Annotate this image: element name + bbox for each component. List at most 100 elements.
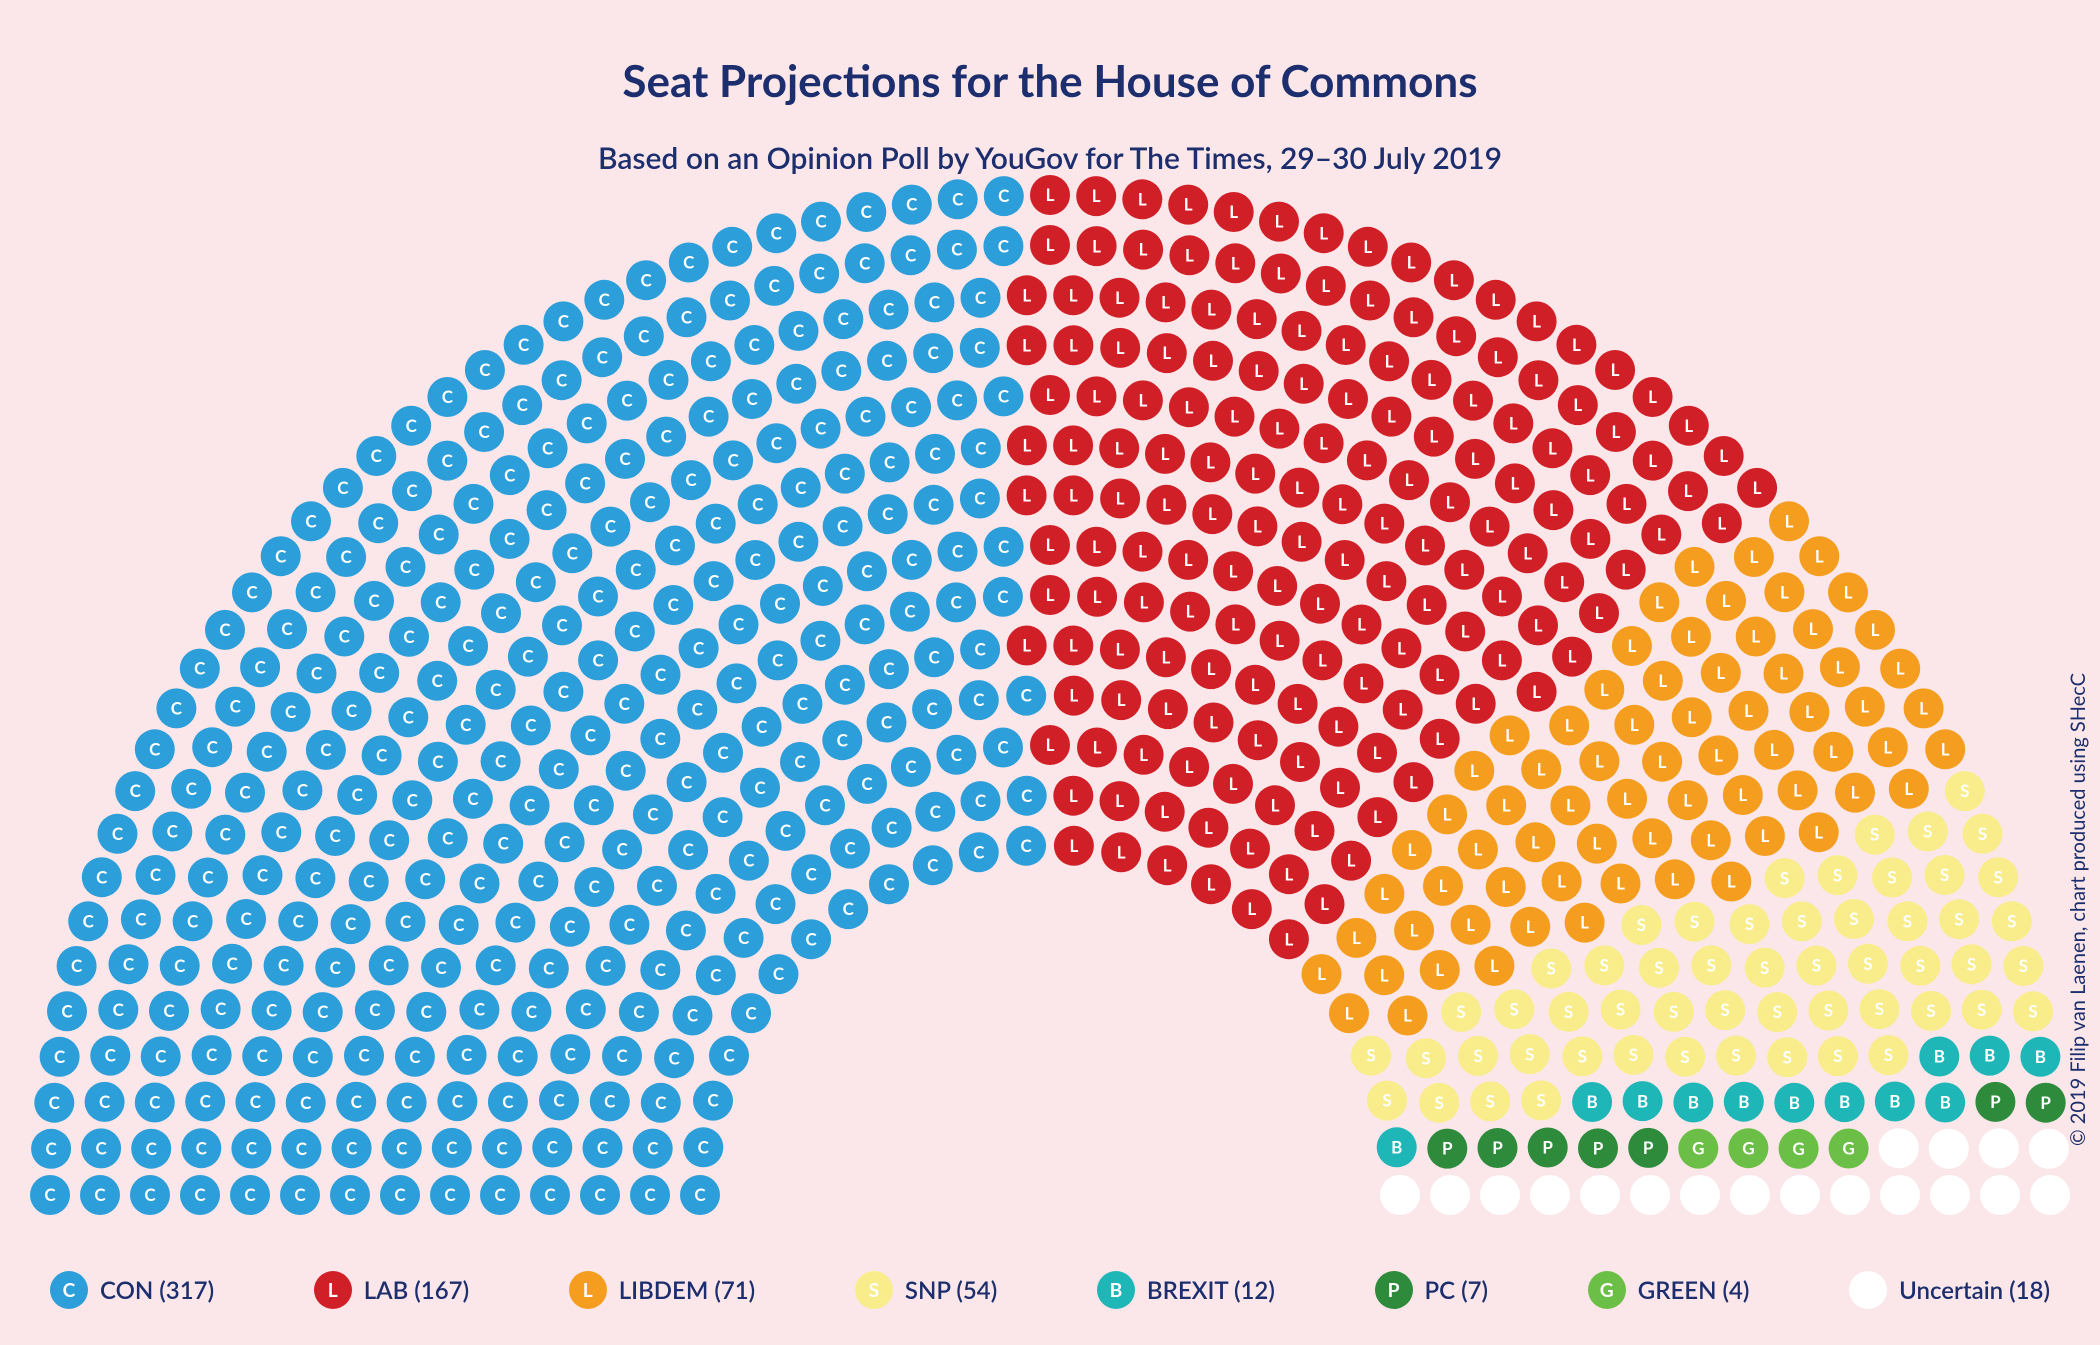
seat-label: L (1716, 662, 1725, 683)
seat-label: L (1380, 883, 1389, 904)
seat-label: L (1568, 646, 1577, 667)
seat-label: L (1595, 602, 1604, 623)
seat-label: C (226, 953, 238, 974)
legend-swatch-pc: P (1375, 1271, 1413, 1309)
seat-label: C (383, 955, 395, 976)
seat-label: S (1690, 911, 1699, 932)
seat-label: C (795, 477, 807, 498)
seat-label: C (194, 658, 206, 679)
legend-swatch-brexit: B (1097, 1271, 1135, 1309)
seat-label: C (681, 771, 693, 792)
legend-item-uncertain: Uncertain (18) (1849, 1271, 2050, 1309)
seat-label: L (1586, 464, 1595, 485)
seat-label: B (1738, 1091, 1749, 1112)
seat-label: L (1919, 698, 1928, 719)
seat-label: L (1630, 714, 1639, 735)
seat-label: C (339, 626, 351, 647)
seat-label: C (882, 503, 894, 524)
seat-label: C (469, 559, 481, 580)
seat-label: L (1380, 513, 1389, 534)
seat-label: C (346, 1137, 358, 1158)
seat-label: L (1117, 689, 1126, 710)
seat-label: C (553, 1090, 565, 1111)
seat-label: C (1021, 685, 1033, 706)
seat-label: C (433, 524, 445, 545)
seat-label: C (495, 602, 507, 623)
seat-label: C (705, 350, 717, 371)
seat-label: L (1531, 831, 1540, 852)
seat-label: L (1363, 236, 1372, 257)
seat-label: L (1501, 876, 1510, 897)
seat-label: L (1491, 289, 1500, 310)
seat-label: C (171, 698, 183, 719)
seat-label: C (624, 914, 636, 935)
seat-label: C (769, 275, 781, 296)
seat-label: S (1564, 1001, 1573, 1022)
legend-swatch-uncertain (1849, 1271, 1887, 1309)
seat-label: L (1161, 443, 1170, 464)
seat-label: C (883, 873, 895, 894)
legend-item-snp: SSNP (54) (855, 1271, 997, 1309)
seat-label: C (633, 1001, 645, 1022)
seat-label: L (1398, 699, 1407, 720)
seat-label: C (998, 536, 1010, 557)
seat-label: C (244, 1184, 256, 1205)
seat-label: L (1753, 477, 1762, 498)
seat-label: C (975, 287, 987, 308)
seat-label: L (1046, 734, 1055, 755)
seat-label: L (1443, 804, 1452, 825)
seat-label: C (510, 912, 522, 933)
seat-label: C (504, 464, 516, 485)
seat-label: C (352, 784, 364, 805)
seat-label: C (793, 531, 805, 552)
seat-label: C (105, 1045, 117, 1066)
seat-label: C (723, 1045, 735, 1066)
seat-label: C (793, 320, 805, 341)
seat-label: P (1593, 1138, 1604, 1159)
seat-label: S (1783, 1046, 1792, 1067)
seat-label: L (1687, 626, 1696, 647)
seat-label: L (1523, 542, 1532, 563)
seat-label: L (1207, 299, 1216, 320)
seat-label: G (1742, 1137, 1754, 1158)
seat-label: C (525, 715, 537, 736)
seat-label: P (1542, 1137, 1553, 1158)
seat-label: C (239, 782, 251, 803)
seat-label: C (859, 614, 871, 635)
legend-swatch-green: G (1588, 1271, 1626, 1309)
seat-label: C (460, 714, 472, 735)
seat-label: C (838, 308, 850, 329)
seat-label: C (490, 955, 502, 976)
seat-label: L (1387, 406, 1396, 427)
seat-label: L (1161, 292, 1170, 313)
seat-label: L (1770, 739, 1779, 760)
seat-label: C (293, 911, 305, 932)
seat-label: L (1532, 311, 1541, 332)
seat-label: L (1186, 601, 1195, 622)
seat-label: L (1407, 252, 1416, 273)
seat-label: L (1505, 725, 1514, 746)
seat-label: C (805, 928, 817, 949)
seat-label: L (1592, 833, 1601, 854)
seat-uncertain (1730, 1175, 1770, 1215)
seat-label: L (1359, 673, 1368, 694)
seat-label: L (1253, 729, 1262, 750)
seat-label: C (620, 760, 632, 781)
seat-label: C (196, 1137, 208, 1158)
seat-label: L (1490, 955, 1499, 976)
seat-label: C (420, 868, 432, 889)
seat-label: L (1793, 780, 1802, 801)
seat-uncertain (1480, 1175, 1520, 1215)
seat-label: C (708, 570, 720, 591)
seat-label: L (1690, 556, 1699, 577)
seat-label: L (1275, 630, 1284, 651)
seat-label: S (1547, 958, 1556, 979)
seat-label: C (819, 794, 831, 815)
seat-label: C (997, 737, 1009, 758)
seat-label: P (1643, 1137, 1654, 1158)
seat-label: C (1020, 835, 1032, 856)
seat-uncertain (1530, 1175, 1570, 1215)
seat-label: S (1366, 1045, 1375, 1066)
seat-label: C (749, 334, 761, 355)
seat-label: C (250, 1091, 262, 1112)
